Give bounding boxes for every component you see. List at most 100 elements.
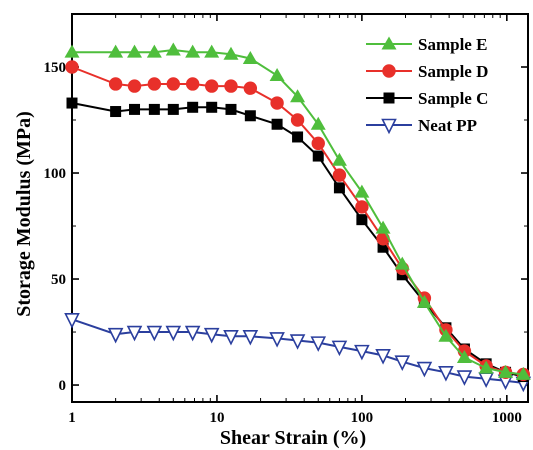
data-point-sample-e [146,44,162,58]
legend-entry-neat-pp: Neat PP [366,116,477,135]
legend-marker [381,118,397,135]
data-point-sample-d [224,79,238,93]
data-point-sample-c [377,241,389,253]
data-point-sample-e [375,220,391,234]
series-line-sample-e [72,48,524,376]
data-point-sample-e [478,360,494,374]
data-point-sample-c [312,150,324,162]
data-point-sample-d [355,200,369,214]
data-point-sample-d [270,96,284,110]
data-point-sample-e [108,44,124,58]
data-point-sample-d [127,79,142,93]
data-point-neat-pp [64,313,80,329]
axes: 1 10 100 1000 0 50 100 150 [44,13,529,426]
series-sample-c [66,97,529,383]
data-point-sample-e [394,256,410,270]
x-tick-label: 1 [68,410,76,426]
x-tick-label: 1000 [492,410,522,426]
data-point-neat-pp [438,366,454,382]
series-line-sample-c [71,102,524,378]
legend-label: Neat PP [418,116,477,135]
x-tick-label: 100 [351,410,374,426]
data-point-sample-d [185,77,200,91]
data-point-sample-e [416,294,432,308]
legend-label: Sample E [418,35,487,54]
data-point-sample-e [331,152,347,166]
y-tick-label: 150 [44,60,67,76]
data-point-neat-pp [223,329,239,346]
legend: Sample E Sample D Sample C Neat PP [366,35,488,135]
data-point-sample-c [148,103,160,115]
series-sample-e [64,42,531,380]
data-point-sample-e [165,42,181,56]
data-point-sample-d [166,77,181,91]
data-point-sample-e [64,44,80,58]
data-point-sample-c [110,106,122,118]
plot-series [64,42,532,393]
data-point-sample-c [333,182,345,194]
data-point-sample-c [271,118,283,130]
data-point-sample-c [66,97,78,109]
data-point-sample-c [129,103,141,115]
data-point-sample-e [310,116,326,130]
data-point-sample-c [206,101,218,113]
data-point-sample-e [204,44,220,58]
data-point-sample-d [332,168,347,182]
data-point-sample-e [185,44,201,58]
data-point-sample-c [167,103,179,115]
data-point-neat-pp [310,336,327,352]
series-sample-d [65,60,531,382]
data-point-sample-d [108,77,123,91]
data-point-sample-e [290,89,306,103]
data-point-sample-d [243,81,258,95]
data-point-sample-e [515,366,531,380]
legend-label: Sample C [418,89,488,108]
data-point-neat-pp [269,332,285,348]
data-point-sample-d [204,79,219,93]
legend-label: Sample D [418,62,488,81]
data-point-neat-pp [416,361,433,378]
y-axis-title: Storage Modulus (MPa) [13,111,35,317]
plot-frame [71,13,529,403]
data-point-sample-d [65,60,79,74]
y-tick-label: 0 [59,378,67,394]
data-point-sample-d [290,113,305,127]
data-point-neat-pp [165,325,182,342]
data-point-neat-pp [126,325,143,342]
data-point-sample-c [225,103,237,115]
legend-marker [382,64,396,78]
data-point-sample-e [127,44,143,58]
legend-entry-sample-d: Sample D [366,62,488,81]
data-point-neat-pp [242,329,259,346]
legend-marker [381,36,397,50]
data-point-sample-c [244,110,256,122]
series-neat-pp [64,313,532,393]
data-point-neat-pp [394,355,411,372]
data-point-neat-pp [203,327,220,344]
data-point-neat-pp [146,325,163,342]
series-line-neat-pp [71,318,524,384]
data-point-neat-pp [289,334,306,350]
data-point-neat-pp [107,327,124,344]
data-point-sample-e [223,46,239,60]
data-point-neat-pp [375,349,391,365]
data-point-sample-c [292,131,304,143]
data-point-sample-d [147,77,162,91]
legend-entry-sample-e: Sample E [366,35,487,54]
data-point-sample-e [498,364,514,378]
data-point-sample-e [242,51,258,65]
data-point-sample-d [311,136,325,151]
x-tick-label: 10 [209,410,224,426]
y-tick-label: 50 [51,272,66,288]
legend-entry-sample-c: Sample C [366,89,488,108]
data-point-sample-c [187,101,199,113]
data-point-sample-e [354,184,370,198]
data-point-neat-pp [456,370,473,386]
x-axis-title: Shear Strain (%) [220,427,366,449]
data-point-sample-c [356,214,368,226]
data-point-neat-pp [184,325,201,342]
data-point-sample-e [438,328,454,342]
data-point-neat-pp [331,340,348,357]
data-point-sample-e [269,67,285,81]
